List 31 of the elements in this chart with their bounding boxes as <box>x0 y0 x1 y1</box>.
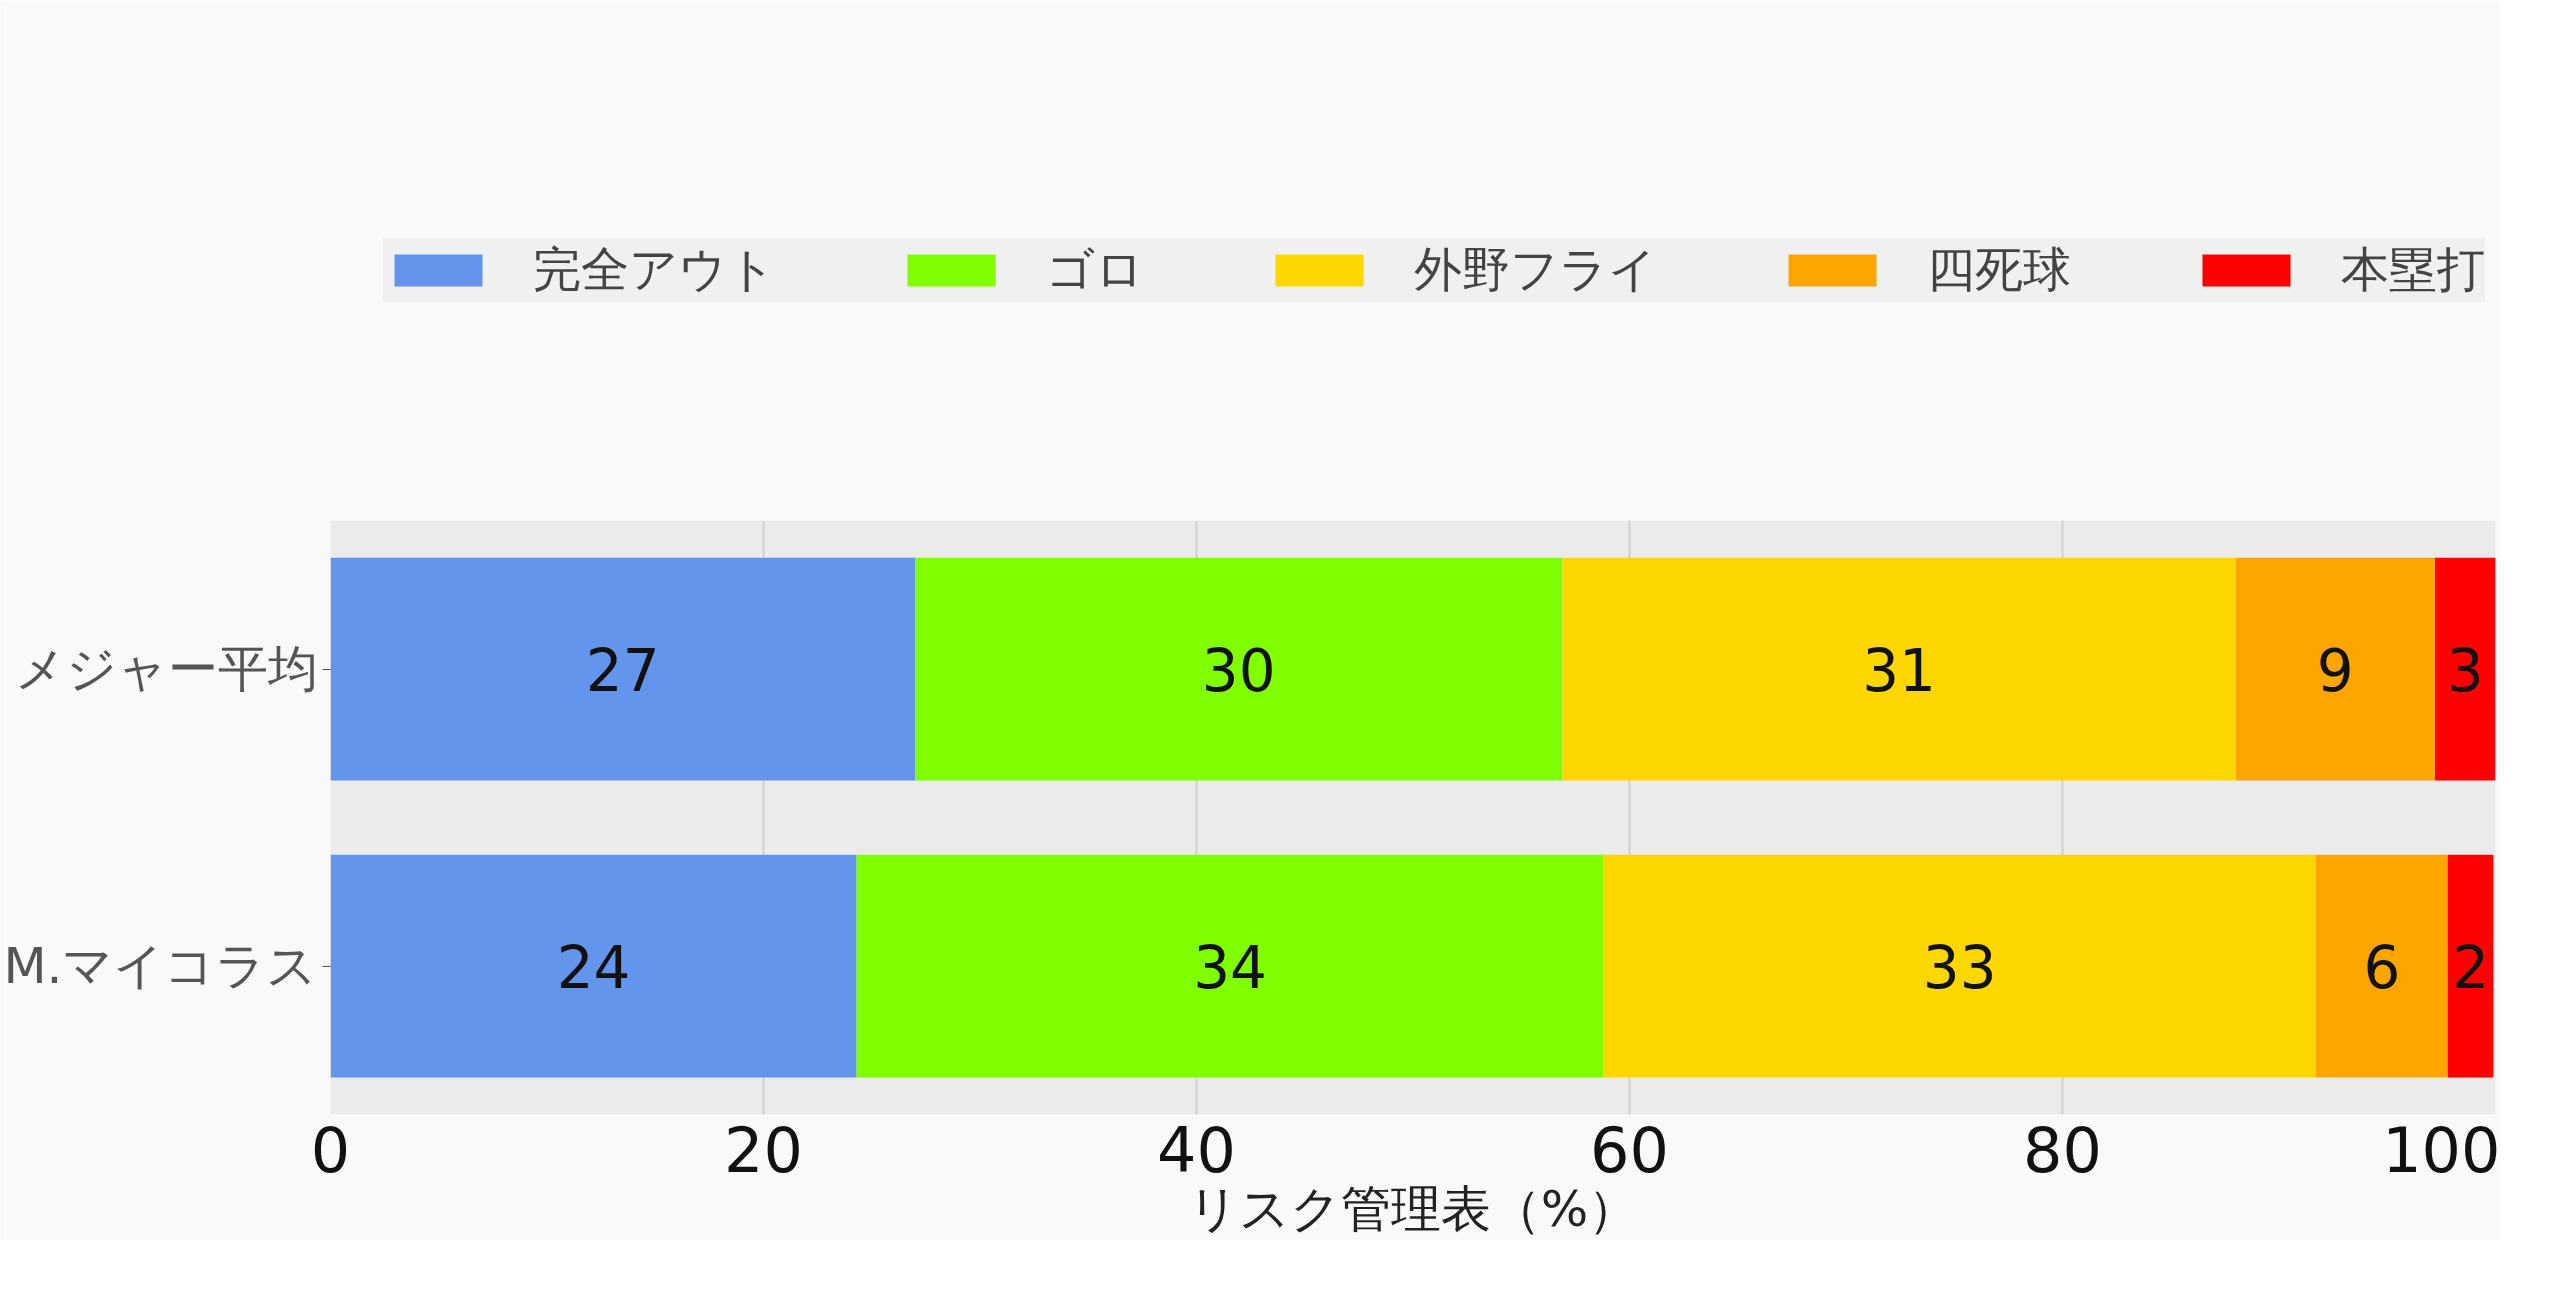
data-label: 2 <box>2452 933 2490 1002</box>
legend-label: 外野フライ <box>1414 240 1657 299</box>
data-label: 27 <box>585 636 660 705</box>
legend-label: 本塁打 <box>2341 240 2485 299</box>
data-label: 34 <box>1193 933 1267 1002</box>
bar <box>330 557 916 781</box>
legend-label: 完全アウト <box>533 240 776 299</box>
x-tick-label: 20 <box>724 1113 803 1187</box>
bar <box>2235 557 2435 781</box>
legend-label: ゴロ <box>1046 240 1144 299</box>
x-tick-label: 100 <box>2382 1113 2501 1187</box>
bar <box>2434 557 2496 781</box>
bar <box>2447 854 2494 1078</box>
data-label: 31 <box>1862 636 1936 705</box>
x-tick-label: 80 <box>2023 1113 2102 1187</box>
x-tick-label: 0 <box>310 1113 351 1187</box>
data-label: 33 <box>1922 933 1997 1002</box>
bar <box>1562 557 2236 781</box>
y-tick-label: M.マイコラス <box>3 937 318 995</box>
data-label: 30 <box>1201 636 1276 705</box>
bar <box>2315 854 2448 1078</box>
bar <box>856 854 1604 1078</box>
data-label: 6 <box>2363 933 2401 1002</box>
data-label: 9 <box>2316 636 2354 705</box>
data-label: 3 <box>2446 636 2484 705</box>
legend-label: 四死球 <box>1927 240 2071 299</box>
bar <box>330 854 857 1078</box>
y-tick-label: メジャー平均 <box>14 640 318 698</box>
data-label: 24 <box>556 933 631 1002</box>
bar <box>1603 854 2316 1078</box>
bar <box>915 557 1563 781</box>
